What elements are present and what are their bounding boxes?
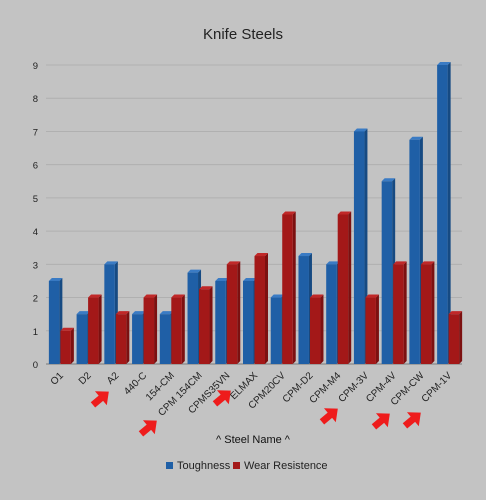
bar-wear-resistence: [226, 261, 241, 364]
bar-toughness: [132, 311, 146, 364]
red-arrow-icon: [138, 420, 157, 437]
x-tick-label: CPM-1V: [420, 370, 455, 405]
bar-wear-resistence: [88, 294, 102, 364]
bar-toughness: [76, 311, 91, 364]
bar-wear-resistence: [420, 261, 435, 364]
x-axis-title: ^ Steel Name ^: [216, 434, 291, 446]
y-tick-label: 1: [33, 327, 38, 338]
red-arrow-icon: [371, 413, 390, 430]
bar-toughness: [381, 178, 396, 364]
bar-wear-resistence: [115, 311, 130, 364]
bar-toughness: [104, 261, 118, 364]
bar-wear-resistence: [254, 253, 268, 364]
y-tick-label: 0: [33, 360, 38, 371]
y-tick-label: 8: [33, 94, 38, 105]
y-tick-label: 9: [33, 61, 38, 72]
x-tick-label: CPM-M4: [308, 370, 344, 406]
annotation-arrows: [90, 390, 421, 437]
bar-toughness: [326, 261, 340, 364]
bar-wear-resistence: [143, 294, 158, 364]
legend-label: Wear Resistence: [244, 460, 328, 472]
bar-toughness: [437, 62, 451, 364]
bar-toughness: [159, 311, 174, 364]
x-tick-label: O1: [49, 370, 67, 388]
x-tick-label: D2: [77, 370, 94, 387]
bar-wear-resistence: [60, 327, 74, 364]
bar-wear-resistence: [309, 294, 324, 364]
legend-swatch: [233, 462, 240, 469]
y-axis-ticks: 0 1 2 3 4 5 6 7 8 9: [33, 61, 38, 371]
bar-toughness: [298, 253, 312, 364]
bar-toughness: [243, 277, 257, 364]
bar-wear-resistence: [282, 211, 296, 364]
bars: [48, 62, 463, 364]
y-tick-label: 5: [33, 194, 38, 205]
bar-toughness: [270, 294, 285, 364]
bar-toughness: [409, 136, 423, 364]
x-tick-label: A2: [105, 370, 122, 387]
legend-label: Toughness: [177, 460, 231, 472]
y-tick-label: 7: [33, 127, 38, 138]
red-arrow-icon: [90, 391, 109, 408]
bar-wear-resistence: [337, 211, 352, 364]
y-tick-label: 6: [33, 161, 38, 172]
red-arrow-icon: [402, 412, 421, 429]
y-tick-label: 3: [33, 260, 38, 271]
red-arrow-icon: [212, 390, 231, 407]
bar-wear-resistence: [365, 294, 379, 364]
red-arrow-icon: [319, 408, 338, 425]
bar-toughness: [48, 277, 63, 364]
legend: Toughness Wear Resistence: [166, 460, 328, 472]
bar-wear-resistence: [393, 261, 407, 364]
bar-wear-resistence: [448, 311, 463, 364]
y-tick-label: 2: [33, 294, 38, 305]
chart-title: Knife Steels: [203, 26, 283, 43]
bar-toughness: [215, 277, 229, 364]
bar-toughness: [187, 269, 202, 364]
legend-item: Toughness: [166, 460, 231, 472]
bar-wear-resistence: [171, 294, 185, 364]
legend-swatch: [166, 462, 173, 469]
bar-toughness: [353, 128, 368, 364]
bar-wear-resistence: [199, 286, 213, 364]
legend-item: Wear Resistence: [233, 460, 328, 472]
y-tick-label: 4: [33, 227, 38, 238]
